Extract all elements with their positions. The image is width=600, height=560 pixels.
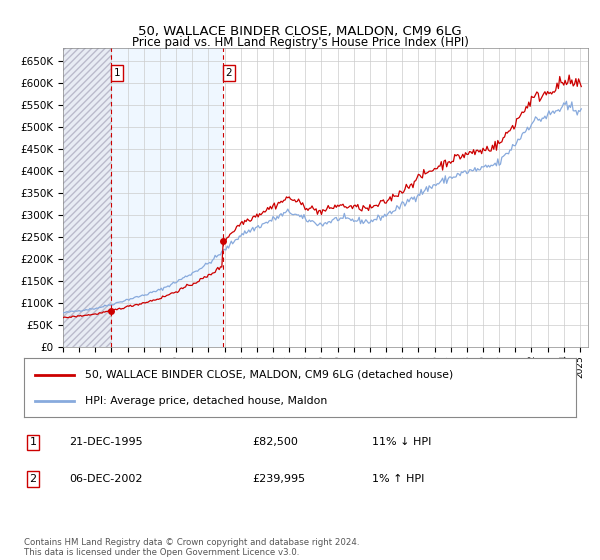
Text: 21-DEC-1995: 21-DEC-1995 [69, 437, 143, 447]
Bar [63, 48, 111, 347]
Text: 1% ↑ HPI: 1% ↑ HPI [372, 474, 424, 484]
Text: 06-DEC-2002: 06-DEC-2002 [69, 474, 143, 484]
Text: Price paid vs. HM Land Registry's House Price Index (HPI): Price paid vs. HM Land Registry's House … [131, 36, 469, 49]
Text: Contains HM Land Registry data © Crown copyright and database right 2024.
This d: Contains HM Land Registry data © Crown c… [24, 538, 359, 557]
Text: 1: 1 [29, 437, 37, 447]
Text: 2: 2 [29, 474, 37, 484]
Bar [111, 48, 223, 347]
Text: 50, WALLACE BINDER CLOSE, MALDON, CM9 6LG: 50, WALLACE BINDER CLOSE, MALDON, CM9 6L… [138, 25, 462, 38]
Text: 2: 2 [226, 68, 232, 78]
Text: HPI: Average price, detached house, Maldon: HPI: Average price, detached house, Mald… [85, 396, 327, 406]
Text: 1: 1 [113, 68, 120, 78]
Text: £82,500: £82,500 [252, 437, 298, 447]
Text: 50, WALLACE BINDER CLOSE, MALDON, CM9 6LG (detached house): 50, WALLACE BINDER CLOSE, MALDON, CM9 6L… [85, 370, 453, 380]
Text: 11% ↓ HPI: 11% ↓ HPI [372, 437, 431, 447]
Text: £239,995: £239,995 [252, 474, 305, 484]
